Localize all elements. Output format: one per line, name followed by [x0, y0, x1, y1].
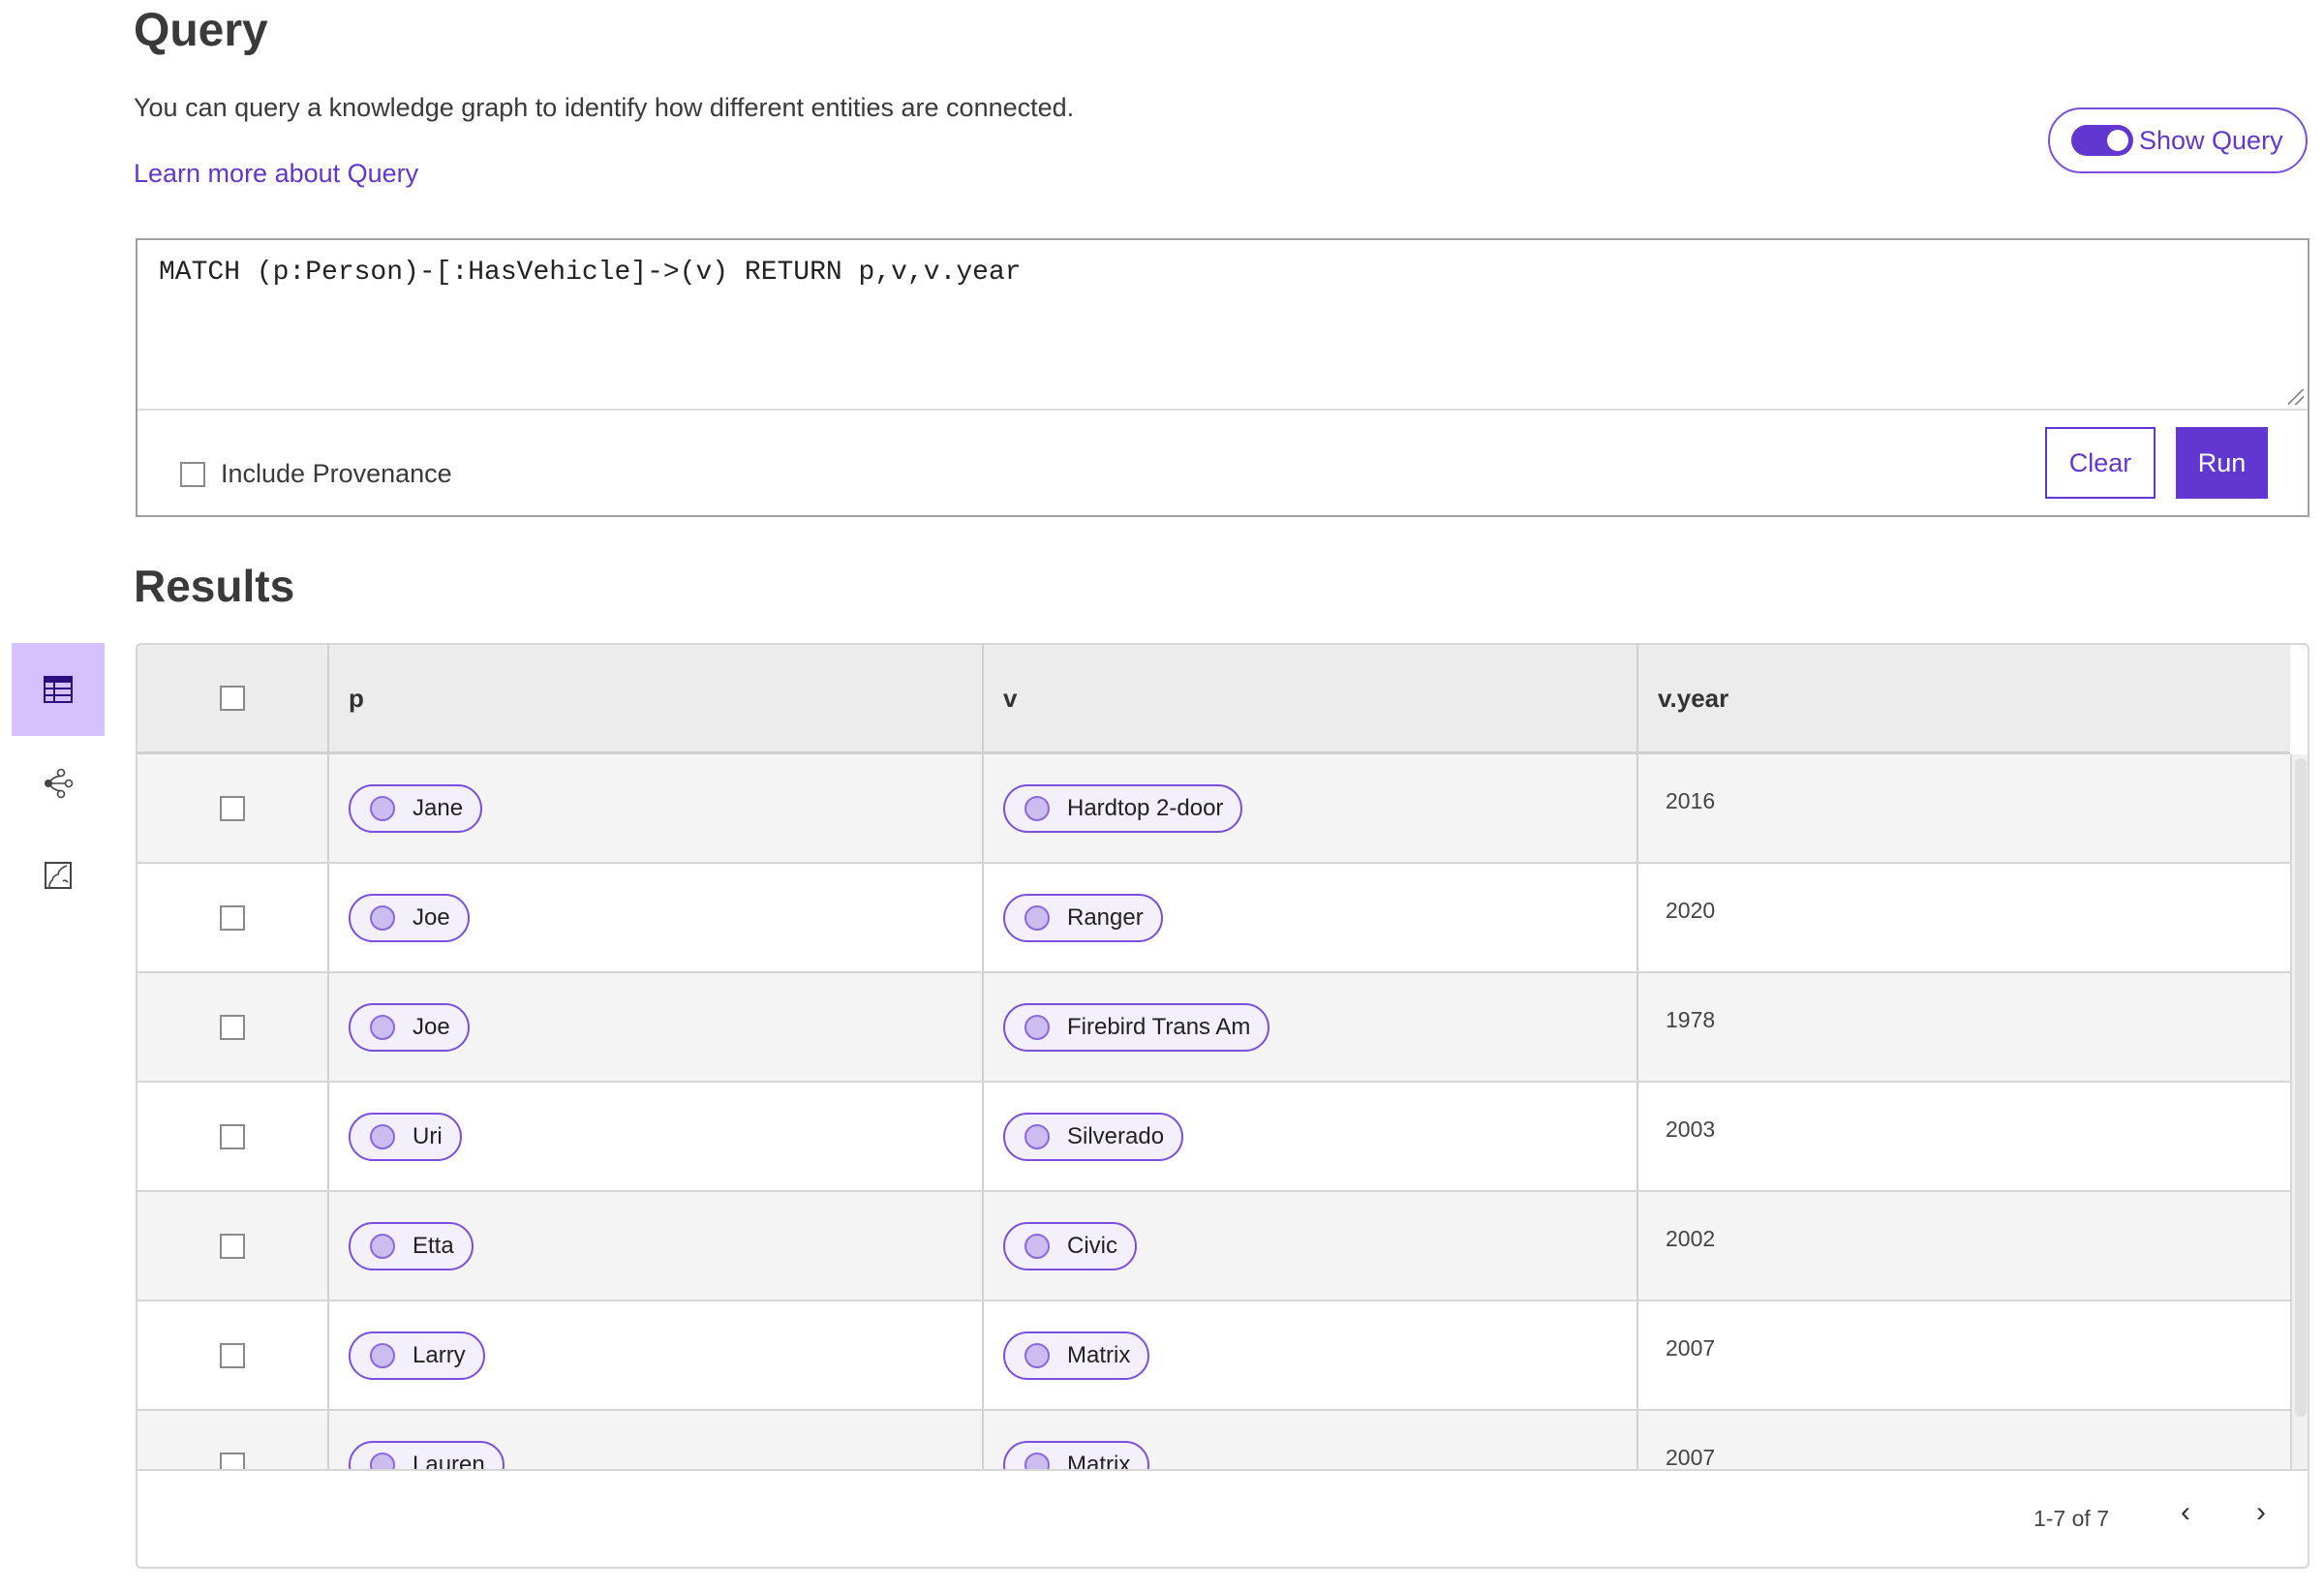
table-footer: 1-7 of 7 ‹ › [138, 1469, 2308, 1567]
column-header-v-year[interactable]: v.year [1658, 683, 1729, 713]
person-entity-chip[interactable]: Larry [349, 1331, 485, 1380]
chart-view-button[interactable] [12, 829, 105, 922]
vehicle-name: Civic [1067, 1232, 1117, 1259]
run-button[interactable]: Run [2176, 427, 2268, 499]
entity-circle-icon [1024, 1014, 1050, 1040]
query-panel: MATCH (p:Person)-[:HasVehicle]->(v) RETU… [136, 238, 2309, 517]
row-checkbox[interactable] [220, 1123, 245, 1149]
show-query-toggle[interactable]: Show Query [2048, 107, 2308, 173]
table-row[interactable]: Jane Hardtop 2-door 2016 [138, 754, 2290, 864]
resize-handle-icon[interactable] [2288, 389, 2304, 405]
person-name: Lauren [413, 1451, 485, 1470]
person-name: Joe [413, 903, 450, 931]
table-row[interactable]: Larry Matrix 2007 [138, 1301, 2290, 1411]
vehicle-name: Hardtop 2-door [1067, 794, 1224, 821]
person-entity-chip[interactable]: Joe [349, 1002, 470, 1052]
entity-circle-icon [370, 1342, 395, 1368]
include-provenance-label: Include Provenance [221, 459, 452, 488]
vehicle-name: Silverado [1067, 1122, 1165, 1149]
entity-circle-icon [370, 904, 395, 931]
person-name: Larry [413, 1341, 466, 1368]
vehicle-name: Matrix [1067, 1451, 1131, 1470]
entity-circle-icon [1024, 1233, 1050, 1259]
clear-button[interactable]: Clear [2045, 427, 2156, 499]
results-table: p v v.year Jane Hardtop 2-door 2016 Joe Rang… [136, 643, 2309, 1569]
vehicle-entity-chip[interactable]: Matrix [1003, 1440, 1150, 1470]
person-name: Etta [413, 1232, 454, 1259]
include-provenance-option[interactable]: Include Provenance [180, 459, 452, 489]
graph-icon [45, 768, 74, 799]
row-checkbox[interactable] [220, 904, 245, 931]
previous-page-button[interactable]: ‹ [2181, 1496, 2190, 1528]
person-entity-chip[interactable]: Lauren [349, 1440, 505, 1470]
show-query-label: Show Query [2139, 125, 2283, 155]
vehicle-year: 2007 [1666, 1335, 1716, 1361]
graph-view-button[interactable] [12, 737, 105, 830]
vehicle-entity-chip[interactable]: Ranger [1003, 893, 1163, 942]
table-row[interactable]: Joe Ranger 2020 [138, 864, 2290, 973]
vehicle-name: Firebird Trans Am [1067, 1013, 1251, 1040]
entity-circle-icon [1024, 904, 1050, 931]
person-name: Uri [413, 1122, 443, 1149]
entity-circle-icon [1024, 1342, 1050, 1368]
entity-circle-icon [1024, 1123, 1050, 1149]
row-checkbox[interactable] [220, 1233, 245, 1259]
chart-icon [45, 862, 72, 889]
table-view-button[interactable] [12, 643, 105, 736]
entity-circle-icon [1024, 1452, 1050, 1469]
row-checkbox[interactable] [220, 1452, 245, 1469]
vehicle-year: 2002 [1666, 1226, 1716, 1251]
column-header-v[interactable]: v [1003, 683, 1018, 713]
page-title: Query [134, 5, 268, 56]
vehicle-entity-chip[interactable]: Civic [1003, 1221, 1137, 1270]
vehicle-entity-chip[interactable]: Firebird Trans Am [1003, 1002, 1270, 1052]
vehicle-name: Matrix [1067, 1341, 1131, 1368]
column-header-p[interactable]: p [349, 683, 364, 713]
learn-more-link[interactable]: Learn more about Query [134, 159, 419, 188]
vehicle-year: 2003 [1666, 1117, 1716, 1142]
toggle-switch-icon[interactable] [2071, 125, 2133, 156]
vertical-scrollbar[interactable] [2290, 754, 2308, 1469]
person-name: Joe [413, 1013, 450, 1040]
row-checkbox[interactable] [220, 1014, 245, 1040]
scrollbar-thumb[interactable] [2295, 758, 2307, 1417]
page-description: You can query a knowledge graph to ident… [134, 93, 1075, 122]
vehicle-name: Ranger [1067, 903, 1144, 931]
next-page-button[interactable]: › [2256, 1496, 2266, 1528]
vehicle-year: 1978 [1666, 1007, 1716, 1032]
row-checkbox[interactable] [220, 795, 245, 821]
table-row[interactable]: Uri Silverado 2003 [138, 1083, 2290, 1192]
table-row[interactable]: Lauren Matrix 2007 [138, 1411, 2290, 1469]
entity-circle-icon [370, 1452, 395, 1469]
row-checkbox[interactable] [220, 1342, 245, 1368]
vehicle-year: 2020 [1666, 898, 1716, 923]
vehicle-entity-chip[interactable]: Hardtop 2-door [1003, 783, 1243, 833]
select-all-checkbox[interactable] [220, 686, 245, 711]
table-row[interactable]: Etta Civic 2002 [138, 1192, 2290, 1301]
table-body: Jane Hardtop 2-door 2016 Joe Ranger 2020 Joe Fi… [138, 754, 2290, 1469]
person-name: Jane [413, 794, 464, 821]
entity-circle-icon [1024, 795, 1050, 821]
include-provenance-checkbox[interactable] [180, 461, 205, 487]
person-entity-chip[interactable]: Etta [349, 1221, 474, 1270]
person-entity-chip[interactable]: Joe [349, 893, 470, 942]
entity-circle-icon [370, 1233, 395, 1259]
person-entity-chip[interactable]: Jane [349, 783, 483, 833]
results-title: Results [134, 561, 295, 611]
table-header: p v v.year [138, 645, 2290, 754]
vehicle-year: 2007 [1666, 1445, 1716, 1469]
pagination-info: 1-7 of 7 [2034, 1506, 2109, 1531]
entity-circle-icon [370, 1014, 395, 1040]
entity-circle-icon [370, 1123, 395, 1149]
vehicle-entity-chip[interactable]: Silverado [1003, 1112, 1184, 1161]
entity-circle-icon [370, 795, 395, 821]
query-input[interactable]: MATCH (p:Person)-[:HasVehicle]->(v) RETU… [138, 240, 2308, 411]
table-icon [44, 676, 73, 703]
vehicle-year: 2016 [1666, 788, 1716, 813]
person-entity-chip[interactable]: Uri [349, 1112, 462, 1161]
table-row[interactable]: Joe Firebird Trans Am 1978 [138, 973, 2290, 1083]
vehicle-entity-chip[interactable]: Matrix [1003, 1331, 1150, 1380]
